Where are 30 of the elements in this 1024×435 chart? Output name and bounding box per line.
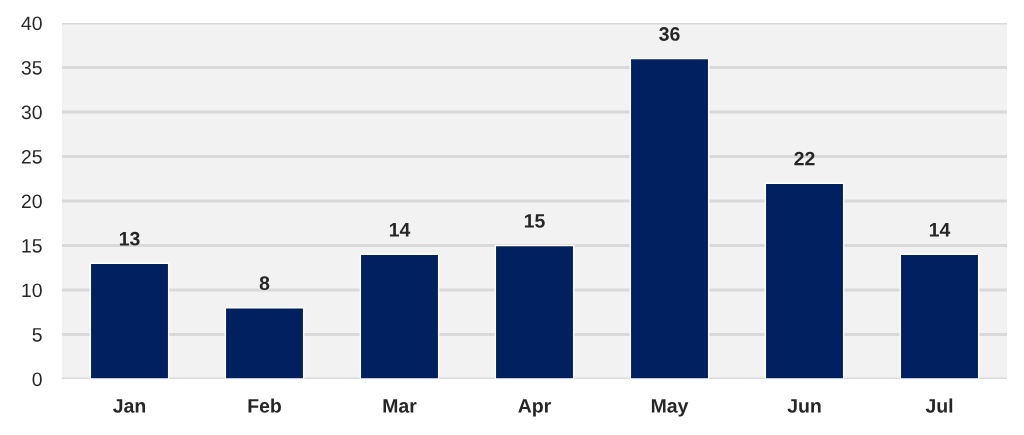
data-label: 14 [389,223,411,237]
y-tick-label: 30 [21,105,42,120]
data-label: 15 [524,214,545,228]
x-tick-label: Jun [787,399,821,413]
bar [629,57,710,379]
y-tick-label: 0 [32,372,42,387]
x-tick-label: Mar [383,399,417,413]
x-tick-label: Jul [925,398,953,413]
y-tick-label: 35 [21,60,42,75]
bar [89,262,170,379]
x-tick-label: Apr [518,399,551,417]
y-tick-label: 20 [21,194,42,209]
bar [224,307,305,379]
x-tick-label: Jan [113,399,146,413]
bar [899,253,980,379]
bar [494,244,575,379]
x-tick-label: Feb [248,398,281,413]
bar [359,253,440,379]
x-tick-label: May [651,399,689,417]
bar [764,182,845,379]
data-label: 8 [259,276,270,291]
data-label: 13 [119,231,140,246]
y-tick-label: 5 [32,328,42,342]
y-tick-label: 25 [21,149,42,164]
y-tick-label: 40 [21,16,42,31]
data-label: 22 [794,151,815,166]
data-label: 14 [929,223,951,237]
y-tick-label: 15 [22,239,42,253]
y-tick-label: 10 [22,283,42,298]
data-label: 36 [659,27,680,41]
